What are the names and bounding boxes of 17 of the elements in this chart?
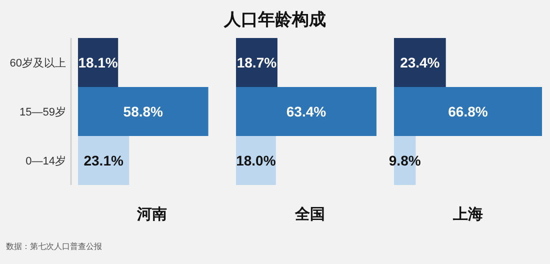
x-axis-title: 上海	[452, 206, 483, 223]
data-label: 66.8%	[448, 104, 488, 120]
data-label: 23.4%	[400, 54, 440, 70]
y-tick-label: 15—59岁	[20, 106, 66, 118]
data-label: 63.4%	[286, 104, 327, 120]
data-label: 18.7%	[236, 54, 278, 70]
data-label: 58.8%	[123, 104, 164, 120]
x-axis-title: 全国	[294, 206, 325, 223]
data-label: 18.1%	[78, 54, 118, 70]
y-tick-label: 0—14岁	[26, 156, 66, 168]
data-label: 18.0%	[236, 152, 276, 168]
text: 人口年龄构成	[223, 10, 326, 29]
text: 数据：第七次人口普查公报	[6, 242, 102, 251]
data-label: 23.1%	[84, 152, 124, 168]
y-tick-label: 60岁及以上	[10, 56, 66, 70]
x-axis-title: 河南	[136, 206, 167, 223]
data-label: 9.8%	[388, 152, 422, 168]
